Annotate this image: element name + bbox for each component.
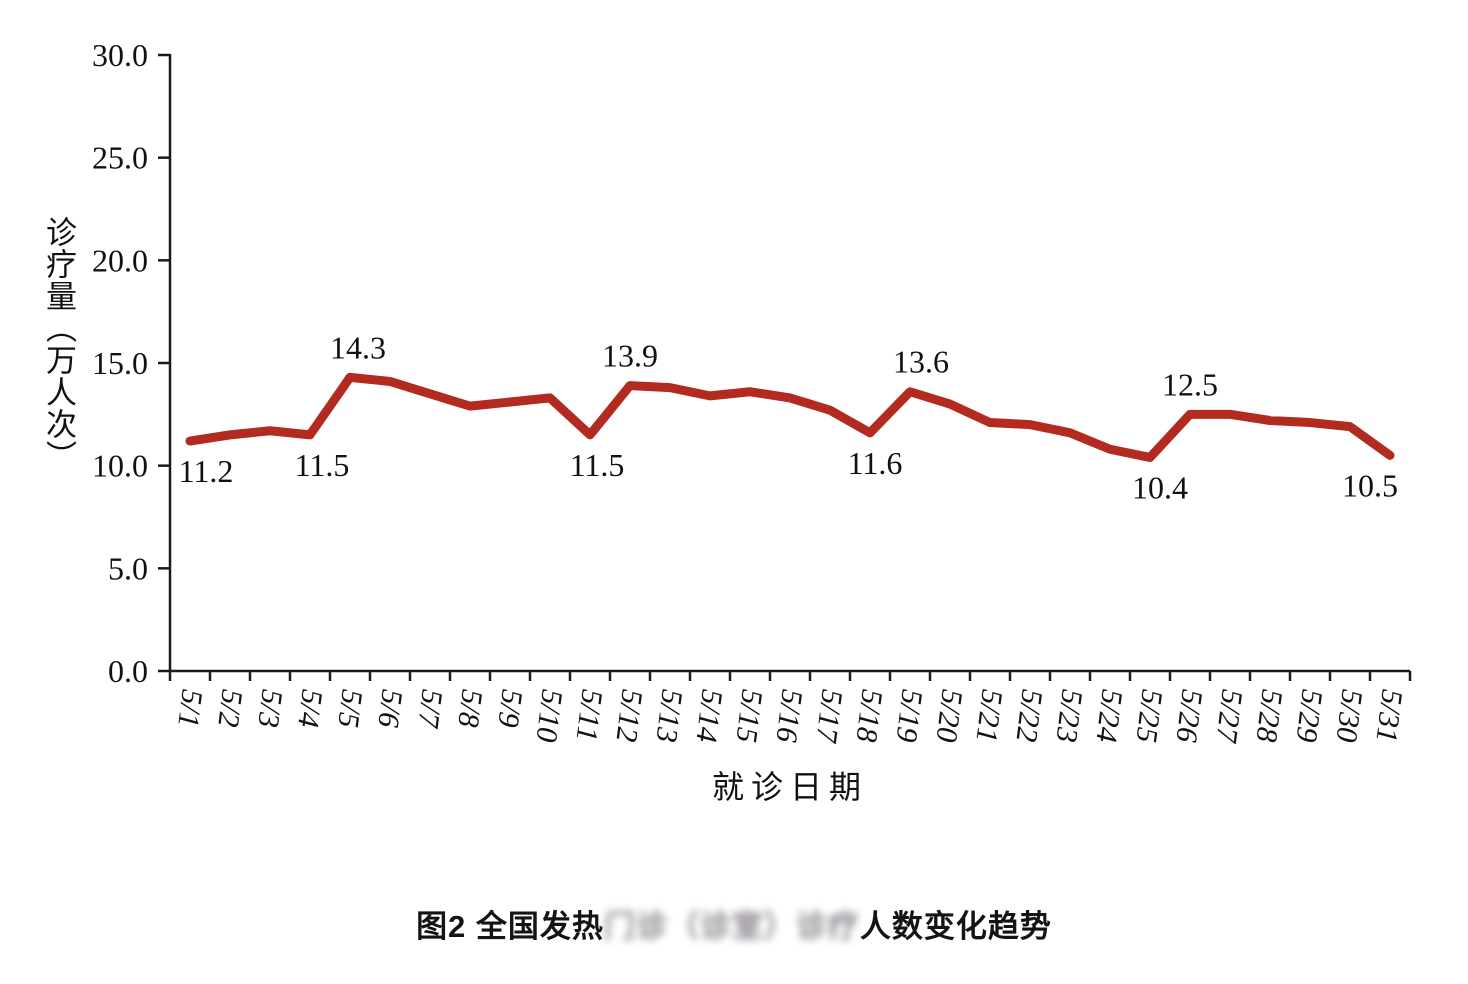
y-tick-label: 5.0: [108, 550, 148, 586]
x-tick-label: 5/13: [650, 685, 689, 747]
x-tick-label: 5/9: [492, 685, 530, 732]
x-tick-label: 5/22: [1010, 685, 1049, 747]
x-tick-label: 5/19: [890, 685, 929, 747]
x-tick-label: 5/20: [930, 685, 969, 747]
x-tick-label: 5/4: [292, 685, 330, 732]
x-tick-label: 5/5: [332, 685, 370, 732]
data-point-label: 11.5: [295, 447, 350, 483]
x-tick-label: 5/30: [1330, 685, 1369, 747]
data-point-label: 11.2: [179, 453, 234, 489]
x-tick-label: 5/17: [810, 685, 849, 747]
x-tick-label: 5/2: [212, 685, 250, 732]
x-tick-label: 5/29: [1290, 685, 1329, 747]
x-tick-label: 5/6: [372, 685, 410, 732]
x-tick-label: 5/21: [970, 685, 1009, 747]
x-tick-label: 5/28: [1250, 685, 1289, 747]
y-axis-title: 诊疗量（万人次）: [41, 216, 76, 472]
data-point-label: 10.4: [1132, 469, 1188, 505]
y-tick-label: 20.0: [92, 242, 148, 278]
x-tick-label: 5/24: [1090, 685, 1129, 747]
x-tick-label: 5/10: [530, 685, 569, 747]
x-axis-title: 就诊日期: [711, 769, 868, 805]
y-tick-label: 15.0: [92, 345, 148, 381]
x-tick-label: 5/8: [452, 685, 490, 732]
y-tick-label: 25.0: [92, 140, 148, 176]
data-point-label: 14.3: [330, 329, 386, 365]
figure-caption: 图2 全国发热门诊（诊室）诊疗人数变化趋势: [0, 901, 1468, 946]
x-tick-label: 5/1: [172, 685, 210, 732]
data-point-label: 12.5: [1162, 366, 1218, 402]
trend-line-chart: 0.05.010.015.020.025.030.05/1 5/2 5/3 5/4 5/…: [92, 37, 1412, 747]
trend-line: [185, 372, 1395, 462]
x-tick-label: 5/15: [730, 685, 769, 747]
x-tick-label: 5/23: [1050, 685, 1089, 747]
x-tick-label: 5/3: [252, 685, 290, 732]
x-tick-label: 5/31: [1370, 685, 1409, 747]
x-tick-label: 5/25: [1130, 685, 1169, 747]
data-point-label: 11.5: [570, 447, 625, 483]
x-tick-label: 5/16: [770, 685, 809, 747]
x-tick-label: 5/11: [570, 685, 609, 746]
y-tick-label: 10.0: [92, 448, 148, 484]
data-point-label: 13.9: [602, 338, 658, 374]
data-point-label: 10.5: [1342, 467, 1398, 503]
caption-redacted-text: 门诊（诊室）诊疗: [603, 909, 860, 944]
caption-prefix: 图2 全国发热: [416, 909, 604, 944]
x-tick-label: 5/18: [850, 685, 889, 747]
x-tick-label: 5/7: [412, 685, 450, 732]
x-tick-label: 5/26: [1170, 685, 1209, 747]
x-tick-label: 5/12: [610, 685, 649, 747]
data-point-label: 11.6: [848, 445, 903, 481]
x-tick-label: 5/27: [1210, 685, 1249, 747]
y-tick-label: 0.0: [108, 653, 148, 689]
data-point-label: 13.6: [893, 344, 949, 380]
caption-suffix: 人数变化趋势: [859, 909, 1052, 944]
y-tick-label: 30.0: [92, 37, 148, 73]
x-tick-label: 5/14: [690, 685, 729, 747]
